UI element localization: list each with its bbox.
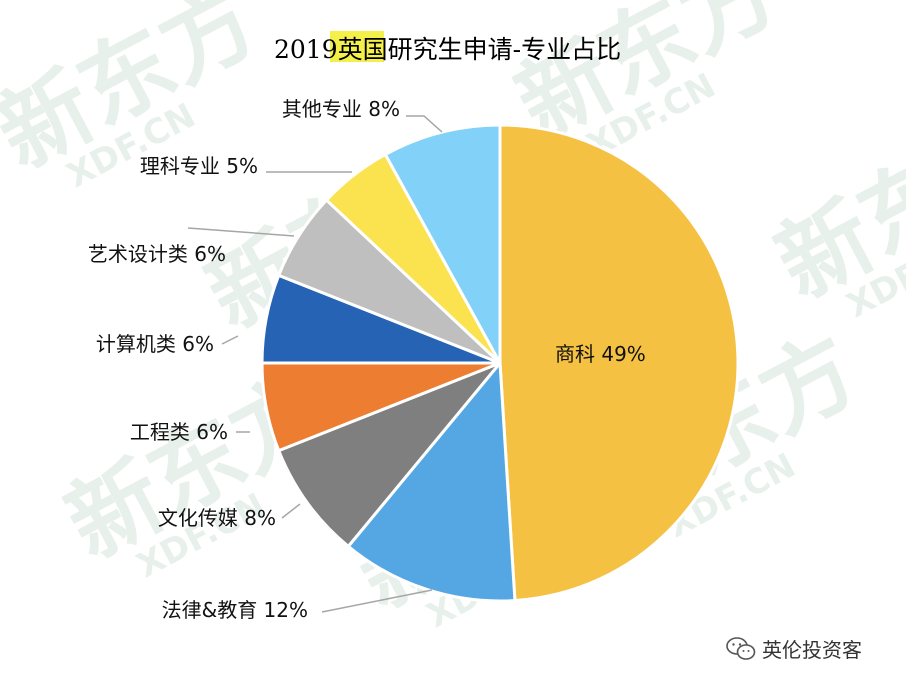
slice-label-1: 法律&教育 12% <box>162 598 308 622</box>
title-highlight-text: 英国 <box>338 35 388 64</box>
slice-label-7: 其他专业 8% <box>282 97 400 121</box>
credit-text: 英伦投资客 <box>762 638 862 662</box>
title-year: 2019 <box>274 35 338 64</box>
slice-label-4: 计算机类 6% <box>96 332 214 356</box>
chart-title-text: 2019英国研究生申请-专业占比 <box>274 35 621 64</box>
wechat-icon <box>726 636 756 660</box>
leader-line-1 <box>321 589 433 613</box>
slice-label-0: 商科 49% <box>555 342 646 366</box>
slice-label-3: 工程类 6% <box>130 420 228 444</box>
slice-label-5: 艺术设计类 6% <box>88 242 226 266</box>
slice-label-6: 理科专业 5% <box>140 154 258 178</box>
chart-title: 2019英国研究生申请-专业占比 <box>274 31 621 64</box>
leader-lines <box>187 115 443 613</box>
pie-slice-1 <box>346 361 517 603</box>
pie-slices <box>260 123 740 603</box>
title-highlight <box>330 31 384 62</box>
slice-label-2: 文化传媒 8% <box>158 506 276 530</box>
leader-line-7 <box>406 115 443 133</box>
source-credit: 英伦投资客 <box>726 634 862 663</box>
leader-line-2 <box>281 503 301 519</box>
pie-slice-2 <box>277 361 502 548</box>
title-rest: 研究生申请-专业占比 <box>388 35 621 64</box>
slice-labels: 商科 49% 法律&教育 12% 文化传媒 8% 工程类 6% 计算机类 6% 艺术设计类… <box>88 97 646 622</box>
leader-line-4 <box>221 335 239 345</box>
pie-slice-0 <box>498 123 740 603</box>
leader-line-5 <box>187 227 295 237</box>
pie-slice-7 <box>383 123 502 365</box>
